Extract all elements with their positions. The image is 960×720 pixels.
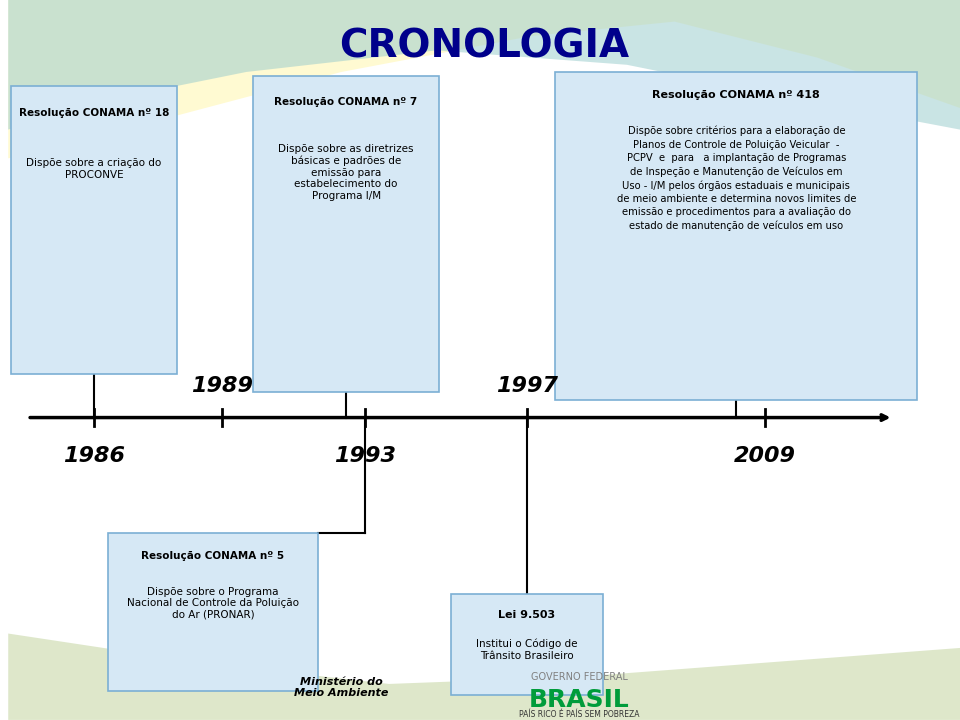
- Text: 1986: 1986: [63, 446, 125, 467]
- Text: 1997: 1997: [496, 376, 558, 396]
- Text: Resolução CONAMA nº 5: Resolução CONAMA nº 5: [141, 551, 284, 561]
- Text: Dispõe sobre a criação do
PROCONVE: Dispõe sobre a criação do PROCONVE: [26, 158, 161, 180]
- FancyBboxPatch shape: [451, 594, 603, 695]
- Text: Dispõe sobre o Programa
Nacional de Controle da Poluição
do Ar (PRONAR): Dispõe sobre o Programa Nacional de Cont…: [127, 587, 299, 620]
- Text: BRASIL: BRASIL: [529, 688, 630, 712]
- Text: Institui o Código de
Trânsito Brasileiro: Institui o Código de Trânsito Brasileiro: [476, 639, 578, 661]
- Polygon shape: [9, 0, 960, 158]
- Text: 1993: 1993: [334, 446, 396, 467]
- Text: Ministério do
Meio Ambiente: Ministério do Meio Ambiente: [294, 677, 389, 698]
- Text: GOVERNO FEDERAL: GOVERNO FEDERAL: [531, 672, 628, 682]
- Text: Dispõe sobre as diretrizes
básicas e padrões de
emissão para
estabelecimento do
: Dispõe sobre as diretrizes básicas e pad…: [278, 144, 414, 201]
- FancyBboxPatch shape: [556, 72, 917, 400]
- Text: PAÍS RICO É PAÍS SEM POBREZA: PAÍS RICO É PAÍS SEM POBREZA: [519, 710, 639, 719]
- FancyBboxPatch shape: [253, 76, 439, 392]
- Text: Resolução CONAMA nº 418: Resolução CONAMA nº 418: [653, 90, 820, 100]
- Text: 2009: 2009: [733, 446, 796, 467]
- Text: Resolução CONAMA nº 7: Resolução CONAMA nº 7: [275, 97, 418, 107]
- Text: 1989: 1989: [191, 376, 253, 396]
- Polygon shape: [9, 634, 960, 720]
- Text: Resolução CONAMA nº 18: Resolução CONAMA nº 18: [18, 108, 169, 118]
- FancyBboxPatch shape: [11, 86, 178, 374]
- Text: CRONOLOGIA: CRONOLOGIA: [339, 28, 629, 66]
- Text: Lei 9.503: Lei 9.503: [498, 610, 556, 620]
- Polygon shape: [9, 0, 960, 130]
- Text: Dispõe sobre critérios para a elaboração de
Planos de Controle de Poluição Veicu: Dispõe sobre critérios para a elaboração…: [616, 126, 856, 231]
- FancyBboxPatch shape: [108, 533, 318, 691]
